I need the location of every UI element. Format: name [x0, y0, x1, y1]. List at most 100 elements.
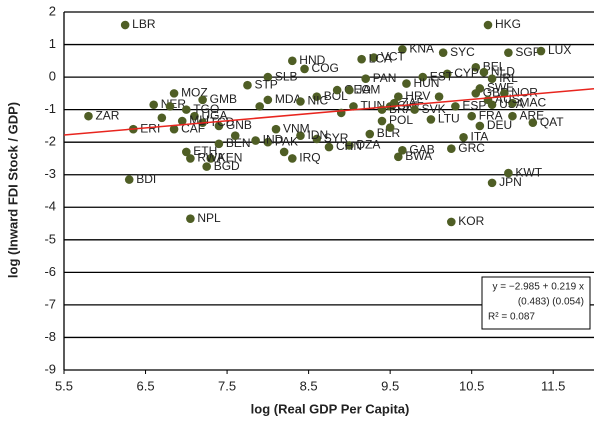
point	[442, 69, 452, 79]
point	[190, 111, 199, 121]
point	[169, 89, 179, 98]
point-label: JPN	[499, 175, 522, 189]
point	[345, 85, 354, 95]
point	[300, 64, 309, 74]
point	[202, 162, 211, 171]
point-label: LCA	[369, 51, 392, 65]
point-label: GRC	[458, 141, 485, 155]
point-label: LTU	[438, 112, 460, 126]
y-tick-label: -6	[44, 264, 56, 279]
point-label: NOR	[511, 86, 538, 100]
point	[149, 100, 158, 110]
point-label: LBR	[132, 17, 156, 31]
point	[296, 131, 305, 140]
y-tick-label: -7	[44, 296, 56, 311]
point-label: SLB	[275, 69, 298, 83]
point-label: UGA	[201, 108, 227, 122]
point-label: SVK	[422, 102, 446, 116]
point	[324, 142, 334, 152]
y-tick-label: 2	[49, 3, 56, 18]
point	[288, 56, 297, 66]
point	[332, 85, 342, 95]
point-label: NPL	[197, 211, 221, 225]
point-label: BLR	[377, 126, 401, 140]
point-label: ETH	[193, 144, 217, 158]
point-label: ITA	[471, 129, 489, 143]
y-tick-label: 1	[49, 36, 56, 51]
point	[528, 118, 538, 127]
point	[312, 134, 322, 144]
y-tick-label: -9	[44, 361, 56, 376]
point-label: HRV	[405, 89, 430, 103]
point	[483, 20, 493, 30]
point-label: POL	[389, 113, 413, 127]
point	[186, 214, 195, 223]
point-label: JAM	[356, 82, 380, 96]
x-axis-label: log (Real GDP Per Capita)	[251, 401, 410, 416]
point-label: FRA	[479, 108, 503, 122]
x-tick-label: 9.5	[381, 378, 399, 393]
point	[504, 168, 513, 178]
point-label: BDI	[136, 172, 156, 186]
point	[349, 102, 358, 111]
point	[198, 95, 207, 105]
point	[438, 48, 448, 57]
point	[500, 89, 509, 98]
point	[214, 139, 224, 149]
point-label: DEU	[487, 118, 512, 132]
point-label: SYR	[324, 131, 349, 145]
point-label: SGP	[515, 45, 540, 59]
point	[186, 154, 195, 163]
y-tick-label: -8	[44, 329, 56, 344]
point	[418, 72, 428, 82]
point	[165, 102, 175, 111]
y-tick-label: -4	[44, 199, 56, 214]
point	[124, 175, 134, 184]
point	[263, 95, 273, 105]
point-label: NLD	[491, 64, 515, 78]
point-label: KOR	[458, 214, 484, 228]
point	[84, 111, 93, 121]
point	[369, 53, 379, 62]
point-label: KEN	[218, 151, 243, 165]
point	[271, 124, 281, 134]
y-tick-label: -5	[44, 231, 56, 246]
point-label: VCT	[381, 50, 406, 64]
point	[182, 105, 191, 114]
point	[508, 98, 517, 108]
point	[263, 137, 273, 147]
point-label: IRL	[499, 71, 518, 85]
point	[296, 97, 305, 106]
point-label: PAN	[373, 71, 397, 85]
point-label: KNA	[409, 42, 434, 56]
point	[471, 63, 481, 72]
point-label: LUX	[548, 43, 571, 57]
point-label: KWT	[515, 165, 542, 179]
point	[467, 111, 476, 121]
point-label: IND	[263, 133, 284, 147]
point	[385, 123, 395, 132]
point	[394, 92, 403, 101]
annotation-box	[481, 276, 591, 330]
point-label: RWA	[197, 151, 224, 165]
point-label: ARE	[519, 108, 544, 122]
point-label: COG	[312, 61, 339, 75]
point-label: PAK	[275, 134, 298, 148]
point-label: VNM	[283, 121, 310, 135]
point	[426, 115, 436, 124]
x-tick-label: 11.5	[541, 378, 565, 393]
point	[288, 154, 297, 163]
point	[536, 46, 546, 56]
annotation: y = −2.985 + 0.219 x	[493, 282, 584, 293]
point-label: BWA	[405, 149, 432, 163]
point	[394, 152, 403, 162]
point	[487, 178, 497, 188]
point	[312, 92, 322, 101]
point-label: TGO	[193, 102, 219, 116]
point	[263, 72, 273, 82]
point-label: HKG	[495, 17, 521, 31]
point	[483, 95, 493, 105]
point	[410, 105, 419, 114]
x-tick-label: 5.5	[55, 378, 73, 393]
